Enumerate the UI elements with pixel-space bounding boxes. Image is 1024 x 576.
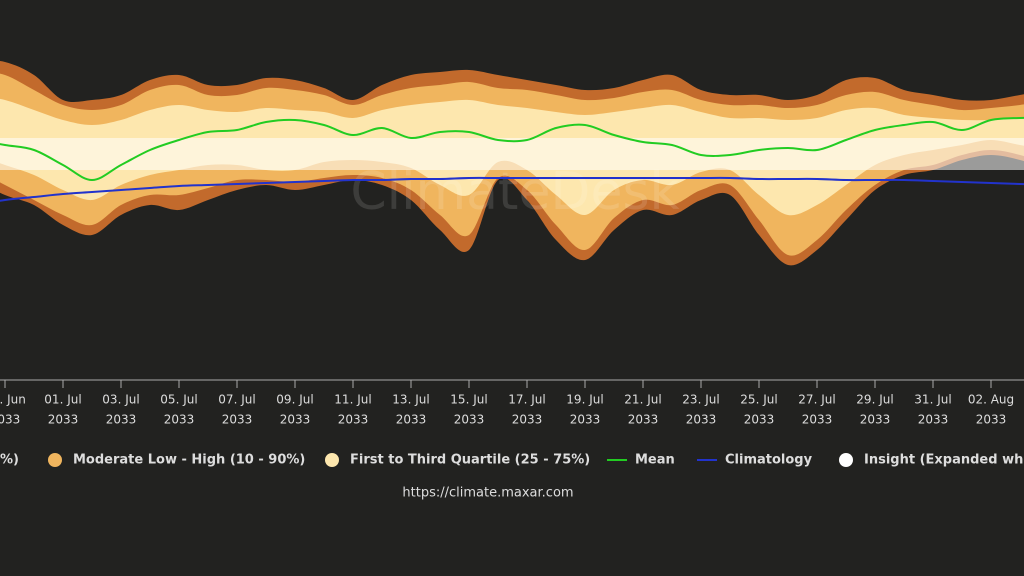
x-tick-year: 2033 xyxy=(744,413,775,427)
x-tick-year: 2033 xyxy=(628,413,659,427)
legend-label: Climatology xyxy=(725,453,813,468)
legend-label: Moderate Low - High (10 - 90%) xyxy=(73,453,305,468)
x-tick-label: 19. Jul xyxy=(566,393,603,407)
x-tick-year: 2033 xyxy=(802,413,833,427)
x-tick-label: 01. Jul xyxy=(44,393,81,407)
source-link: https://climate.maxar.com xyxy=(402,486,573,501)
legend-label: Mean xyxy=(635,453,675,468)
x-tick-year: 2033 xyxy=(512,413,543,427)
x-tick-label: 31. Jul xyxy=(914,393,951,407)
legend-label: %) xyxy=(0,453,19,468)
x-tick-year: 2033 xyxy=(280,413,311,427)
x-tick-label: 21. Jul xyxy=(624,393,661,407)
x-tick-year: 2033 xyxy=(860,413,891,427)
x-tick-label: 07. Jul xyxy=(218,393,255,407)
legend-swatch xyxy=(325,453,339,467)
legend-label: First to Third Quartile (25 - 75%) xyxy=(350,453,590,468)
x-tick-year: 2033 xyxy=(164,413,195,427)
x-tick-label: 23. Jul xyxy=(682,393,719,407)
x-tick-label: 13. Jul xyxy=(392,393,429,407)
x-tick-label: 29. Jul xyxy=(856,393,893,407)
x-tick-year: 2033 xyxy=(454,413,485,427)
x-tick-label: 25. Jul xyxy=(740,393,777,407)
legend-label: Insight (Expanded wher xyxy=(864,453,1024,468)
x-tick-year: 2033 xyxy=(106,413,137,427)
x-tick-label: 27. Jul xyxy=(798,393,835,407)
series-line xyxy=(0,116,1024,182)
x-tick-year: 2033 xyxy=(686,413,717,427)
x-tick-year: 2033 xyxy=(918,413,949,427)
series-line xyxy=(0,176,1024,202)
x-tick-label: 17. Jul xyxy=(508,393,545,407)
watermark: ClimateDesk xyxy=(350,162,679,222)
legend-swatch xyxy=(48,453,62,467)
legend-swatch xyxy=(839,453,853,467)
x-tick-label: 15. Jul xyxy=(450,393,487,407)
x-tick-year: 2033 xyxy=(338,413,369,427)
x-tick-year: 2033 xyxy=(48,413,79,427)
x-tick-label: 11. Jul xyxy=(334,393,371,407)
x-tick-year: 2033 xyxy=(570,413,601,427)
x-tick-year: 2033 xyxy=(0,413,20,427)
x-tick-year: 2033 xyxy=(222,413,253,427)
insight-band xyxy=(0,138,1024,170)
x-tick-label: 03. Jul xyxy=(102,393,139,407)
x-tick-year: 2033 xyxy=(976,413,1007,427)
x-tick-label: 29. Jun xyxy=(0,393,26,407)
x-tick-label: 02. Aug xyxy=(968,393,1014,407)
x-tick-label: 09. Jul xyxy=(276,393,313,407)
x-tick-label: 05. Jul xyxy=(160,393,197,407)
x-tick-year: 2033 xyxy=(396,413,427,427)
